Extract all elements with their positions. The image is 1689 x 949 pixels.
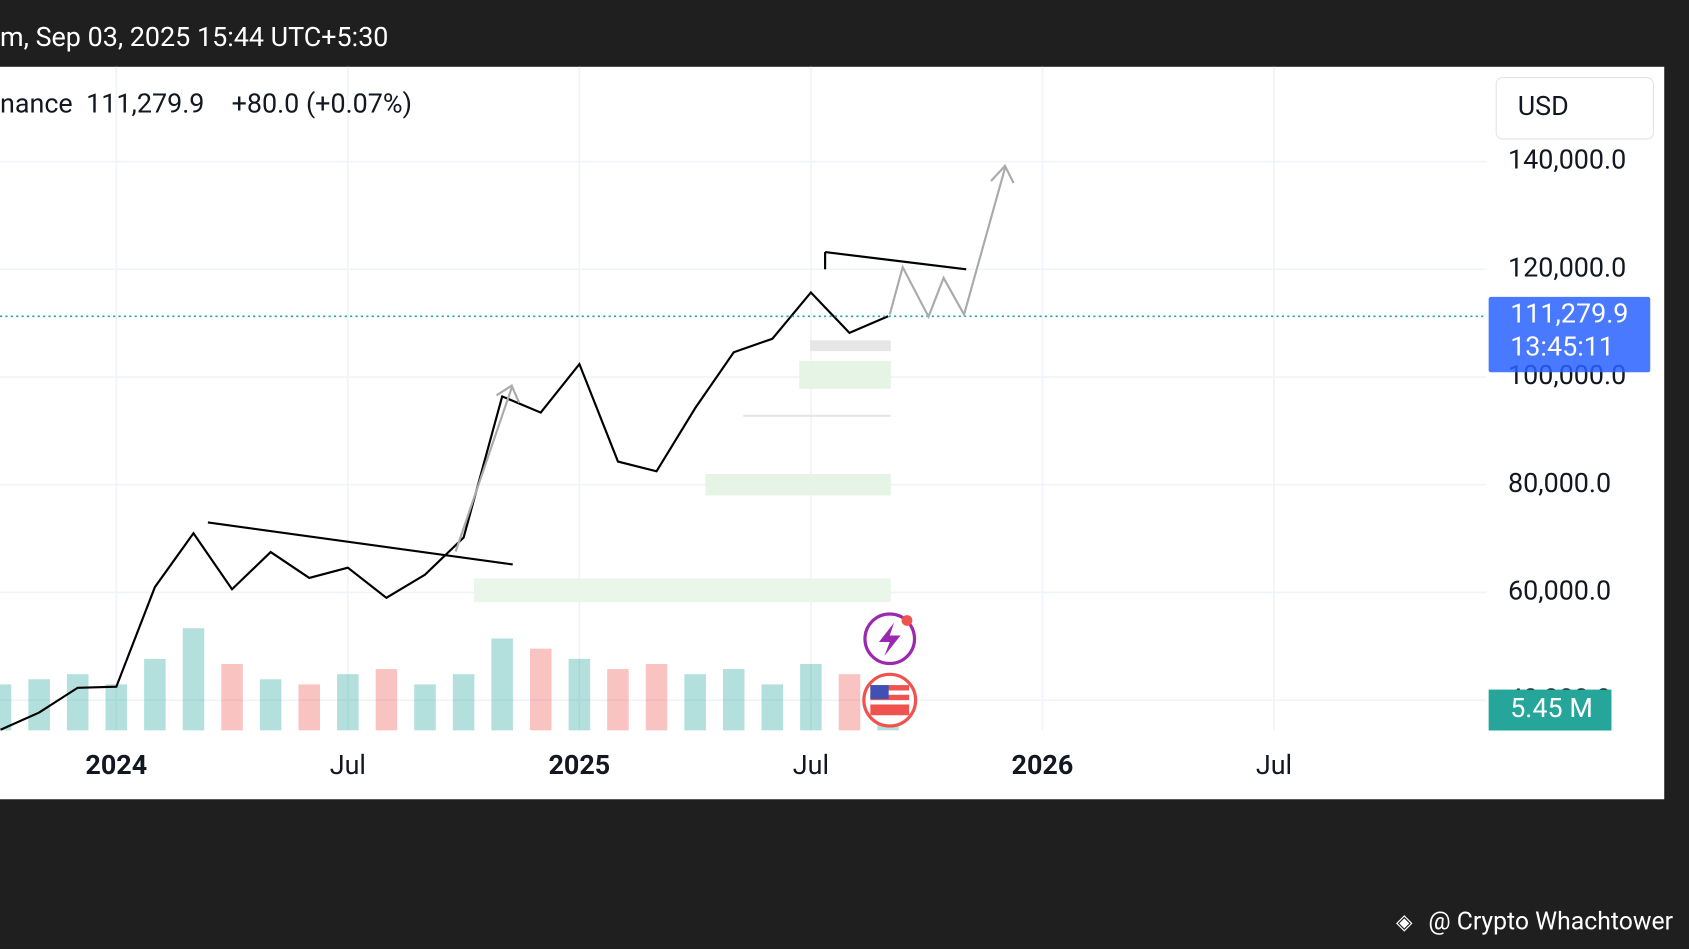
y-tick-label: 120,000.0 — [1508, 251, 1626, 283]
volume-bar — [144, 658, 166, 731]
zone — [799, 360, 891, 389]
flag-canton — [870, 685, 889, 700]
trendline — [824, 250, 967, 271]
volume-badge — [1488, 689, 1612, 731]
volume-bar — [28, 679, 50, 731]
volume-bar — [491, 638, 513, 731]
last-price-box — [1488, 296, 1651, 373]
volume-bar — [530, 648, 552, 731]
arrow-head — [990, 164, 1015, 184]
volume-bar — [0, 684, 12, 731]
zone — [473, 578, 891, 603]
dot — [901, 615, 913, 626]
x-tick-label: 2024 — [85, 749, 147, 781]
currency[interactable]: USD — [1518, 90, 1569, 122]
volume-bar — [722, 669, 745, 731]
volume-bar — [645, 663, 668, 731]
volume-bar — [761, 684, 784, 731]
x-tick-label: Jul — [1256, 749, 1292, 781]
datetime: m, Sep 03, 2025 15:44 UTC+5:30 — [0, 21, 388, 53]
zones — [473, 340, 891, 603]
volume-bar — [414, 684, 436, 731]
drawings — [207, 164, 1015, 566]
volume-bar — [337, 674, 359, 731]
flag-stripe — [870, 700, 910, 705]
zone — [810, 340, 891, 352]
flag-stripe — [870, 690, 910, 695]
volume-bar — [800, 663, 822, 731]
lightning — [878, 622, 901, 657]
volume-label: 5.45 M — [1510, 692, 1593, 724]
volume-bar — [684, 674, 706, 731]
watermark-icon: ◈ — [1396, 910, 1413, 935]
chart-panel — [0, 66, 1665, 800]
zone — [705, 473, 891, 496]
price-axis: 40,000.060,000.080,000.0100,000.0120,000… — [85, 144, 1651, 781]
countdown: 13:45:11 — [1510, 331, 1614, 363]
last-price-label: 111,279.9 — [1510, 297, 1628, 329]
y-tick-label: 140,000.0 — [1508, 144, 1626, 176]
x-tick-label: 2025 — [548, 749, 610, 781]
volume-bar — [838, 674, 861, 731]
projection — [888, 167, 1007, 320]
volume-bar — [452, 674, 475, 731]
currency-box[interactable] — [1495, 77, 1654, 140]
volume-bar — [298, 684, 321, 731]
volume-bar — [182, 628, 205, 731]
volume-bar — [568, 658, 591, 731]
y-tick-label: 80,000.0 — [1508, 467, 1611, 499]
zone — [743, 414, 891, 417]
arrow-head — [495, 384, 521, 404]
y-tick-label: 60,000.0 — [1508, 575, 1611, 607]
trendline — [207, 521, 513, 566]
event-icons — [862, 612, 918, 728]
x-tick-label: Jul — [793, 749, 829, 781]
x-tick-label: Jul — [330, 749, 366, 781]
header-change: +80.0 (+0.07%) — [232, 88, 412, 120]
volume-bar — [375, 669, 398, 731]
volume-bar — [607, 669, 629, 731]
volume-bar — [221, 663, 243, 731]
volume-bar — [66, 674, 89, 731]
volume-bar — [105, 684, 128, 731]
x-tick-label: 2026 — [1012, 749, 1074, 781]
arrow — [454, 387, 513, 552]
symbol: nance — [0, 88, 73, 120]
header-price: 111,279.9 — [86, 88, 204, 120]
watermark: @ Crypto Whachtower — [1428, 908, 1673, 937]
volume-bar — [259, 679, 282, 731]
